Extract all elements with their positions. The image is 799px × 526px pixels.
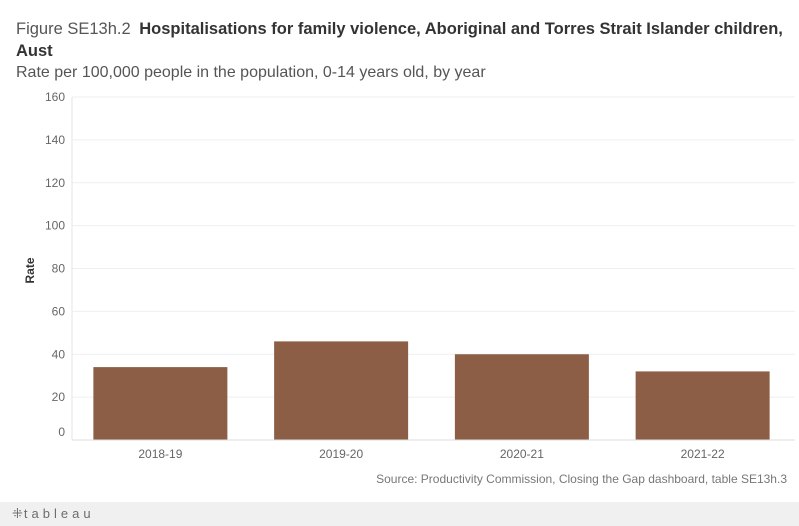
y-tick-label: 80: [52, 262, 66, 276]
x-tick-label: 2019-20: [319, 447, 363, 461]
bar: [635, 371, 770, 440]
tableau-logo[interactable]: ⁜tableau: [12, 506, 95, 522]
chart-header: Figure SE13h.2 Hospitalisations for fami…: [16, 18, 786, 84]
figure-title: Hospitalisations for family violence, Ab…: [16, 20, 783, 60]
x-tick-label: 2018-19: [138, 447, 182, 461]
figure-subtitle: Rate per 100,000 people in the populatio…: [16, 64, 486, 81]
y-tick-label: 0: [58, 425, 65, 439]
bar: [454, 354, 589, 440]
y-axis-title: Rate: [23, 257, 37, 283]
bar: [274, 341, 409, 440]
bar: [93, 367, 228, 440]
y-tick-label: 140: [45, 133, 65, 147]
y-tick-label: 20: [52, 390, 66, 404]
tableau-footer: ⁜tableau: [0, 502, 799, 526]
tableau-logo-text: tableau: [23, 506, 95, 521]
source-note: Source: Productivity Commission, Closing…: [376, 472, 787, 486]
figure-label: Figure SE13h.2: [16, 20, 131, 38]
figure-title-line: Figure SE13h.2 Hospitalisations for fami…: [16, 18, 786, 62]
y-tick-label: 160: [45, 90, 65, 104]
y-tick-label: 100: [45, 219, 65, 233]
y-tick-label: 40: [52, 347, 66, 361]
bar-chart: 0 20 40 60 80 100 120 140 160 2018-19 2019-20 2020-…: [23, 90, 795, 461]
tableau-plus-icon: ⁜: [12, 506, 23, 521]
y-tick-label: 60: [52, 304, 66, 318]
x-tick-label: 2020-21: [500, 447, 544, 461]
y-tick-label: 120: [45, 176, 65, 190]
x-tick-label: 2021-22: [681, 447, 725, 461]
